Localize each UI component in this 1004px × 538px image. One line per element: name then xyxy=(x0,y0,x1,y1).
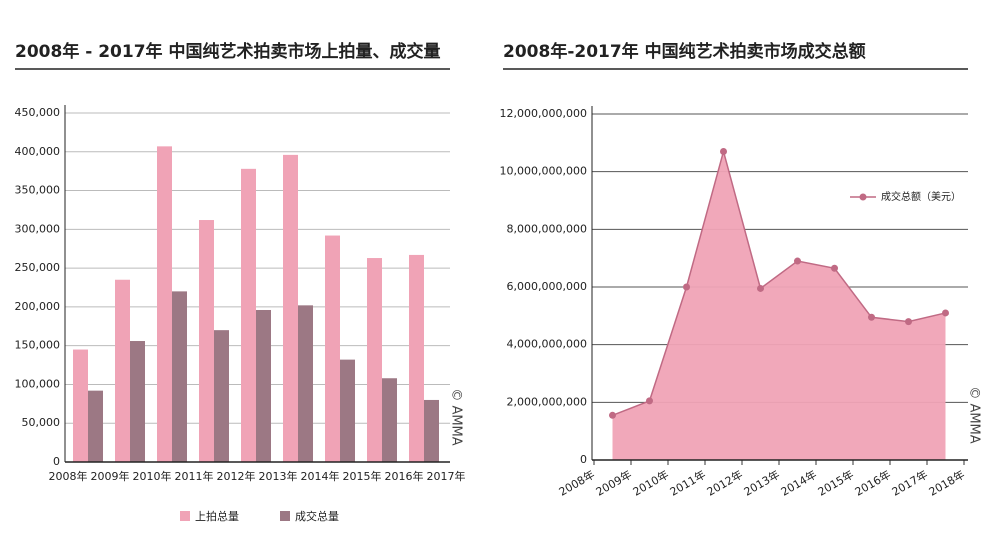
y-tick-label: 0 xyxy=(53,455,60,468)
x-tick-label: 2012年 xyxy=(217,469,256,483)
marker xyxy=(905,318,912,326)
y-tick-label: 150,000 xyxy=(15,339,61,352)
x-tick-label: 2016年 xyxy=(385,469,424,483)
marker xyxy=(720,147,727,155)
bar xyxy=(256,309,271,462)
bar xyxy=(88,390,103,462)
y-tick-label: 4,000,000,000 xyxy=(507,338,587,351)
y-tick-label: 450,000 xyxy=(15,106,61,119)
bar xyxy=(325,235,340,462)
x-tick-label: 2017年 xyxy=(427,469,466,483)
x-tick-label: 2010年 xyxy=(133,469,172,483)
bar xyxy=(199,220,214,462)
x-tick-label: 2008年 xyxy=(49,469,88,483)
chart-title: 2008年 - 2017年 中国纯艺术拍卖市场上拍量、成交量 xyxy=(15,41,440,62)
y-tick-label: 0 xyxy=(580,453,587,466)
marker xyxy=(757,284,764,292)
legend-swatch xyxy=(180,511,190,521)
y-tick-label: 2,000,000,000 xyxy=(507,395,587,408)
legend-swatch xyxy=(280,511,290,521)
legend-label: 成交总量 xyxy=(295,509,339,523)
bar xyxy=(241,168,256,462)
bar xyxy=(172,291,187,462)
y-tick-label: 10,000,000,000 xyxy=(500,165,587,178)
y-tick-label: 50,000 xyxy=(22,416,61,429)
marker xyxy=(609,411,616,419)
bar xyxy=(340,359,355,462)
marker xyxy=(868,313,875,321)
bar xyxy=(409,254,424,462)
watermark: © AMMA xyxy=(449,388,464,445)
bar xyxy=(424,399,439,462)
bar xyxy=(157,146,172,463)
marker xyxy=(831,264,838,272)
x-tick-label: 2009年 xyxy=(91,469,130,483)
x-tick-label: 2014年 xyxy=(301,469,340,483)
marker xyxy=(942,309,949,317)
bar xyxy=(73,349,88,462)
watermark: © AMMA xyxy=(967,386,982,443)
marker xyxy=(646,397,653,405)
bar xyxy=(130,341,145,462)
y-tick-label: 12,000,000,000 xyxy=(500,107,587,120)
legend-marker xyxy=(859,193,867,201)
x-tick-label: 2011年 xyxy=(175,469,214,483)
bar xyxy=(214,330,229,462)
bar xyxy=(298,305,313,462)
y-tick-label: 200,000 xyxy=(15,300,61,313)
legend-label: 成交总额（美元） xyxy=(881,190,961,203)
y-tick-label: 6,000,000,000 xyxy=(507,280,587,293)
bar xyxy=(283,154,298,462)
legend-label: 上拍总量 xyxy=(195,509,239,523)
marker xyxy=(683,283,690,291)
x-tick-label: 2015年 xyxy=(343,469,382,483)
chart-title: 2008年-2017年 中国纯艺术拍卖市场成交总额 xyxy=(503,41,866,62)
y-tick-label: 400,000 xyxy=(15,145,61,158)
y-tick-label: 250,000 xyxy=(15,261,61,274)
y-tick-label: 350,000 xyxy=(15,184,61,197)
y-tick-label: 300,000 xyxy=(15,222,61,235)
y-tick-label: 100,000 xyxy=(15,377,61,390)
bar xyxy=(115,279,130,462)
bar xyxy=(382,378,397,462)
marker xyxy=(794,257,801,265)
bar xyxy=(367,258,382,462)
y-tick-label: 8,000,000,000 xyxy=(507,222,587,235)
area xyxy=(612,151,946,460)
x-tick-label: 2013年 xyxy=(259,469,298,483)
line xyxy=(612,148,946,417)
